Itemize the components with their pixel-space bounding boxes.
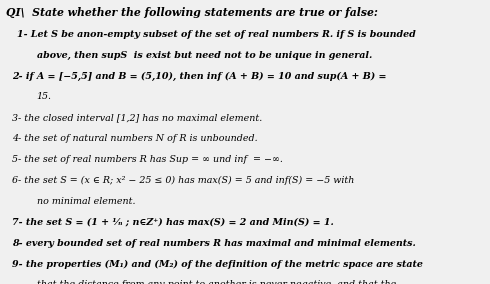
Text: 15.: 15. bbox=[37, 93, 52, 101]
Text: 5- the set of real numbers R has Sup = ∞ und inf  = −∞.: 5- the set of real numbers R has Sup = ∞… bbox=[12, 155, 283, 164]
Text: no minimal element.: no minimal element. bbox=[37, 197, 135, 206]
Text: 2- if A = [−5,5] and B = (5,10), then inf (A + B) = 10 and sup(A + B) =: 2- if A = [−5,5] and B = (5,10), then in… bbox=[12, 72, 387, 81]
Text: 9- the properties (M₁) and (M₂) of the definition of the metric space are state: 9- the properties (M₁) and (M₂) of the d… bbox=[12, 260, 423, 269]
Text: 1- Let S be anon-empty subset of the set of real numbers R. if S is bounded: 1- Let S be anon-empty subset of the set… bbox=[17, 30, 416, 39]
Text: 6- the set S = (x ∈ R; x² − 25 ≤ 0) has max(S) = 5 and inf(S) = −5 with: 6- the set S = (x ∈ R; x² − 25 ≤ 0) has … bbox=[12, 176, 355, 185]
Text: 4- the set of natural numbers N of R is unbounded.: 4- the set of natural numbers N of R is … bbox=[12, 134, 258, 143]
Text: QI\  State whether the following statements are true or false:: QI\ State whether the following statemen… bbox=[6, 7, 378, 18]
Text: 7- the set S = (1 + ¹⁄ₙ ; n∈Z⁺) has max(S) = 2 and Min(S) = 1.: 7- the set S = (1 + ¹⁄ₙ ; n∈Z⁺) has max(… bbox=[12, 218, 334, 227]
Text: that the distance from any point to another is never negative, and that the: that the distance from any point to anot… bbox=[37, 280, 396, 284]
Text: 3- the closed interval [1,2] has no maximal element.: 3- the closed interval [1,2] has no maxi… bbox=[12, 113, 263, 122]
Text: 8- every bounded set of real numbers R has maximal and minimal elements.: 8- every bounded set of real numbers R h… bbox=[12, 239, 416, 248]
Text: above, then supS  is exist but need not to be unique in general.: above, then supS is exist but need not t… bbox=[37, 51, 372, 60]
